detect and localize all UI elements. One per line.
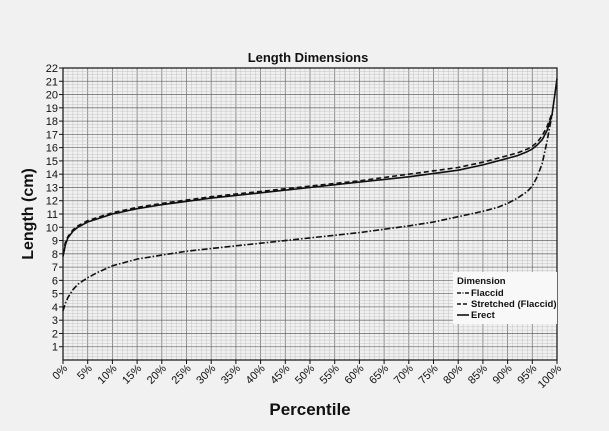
series-line-2	[62, 78, 558, 257]
legend-box	[453, 272, 557, 324]
legend-entry-label: Stretched (Flaccid)	[471, 299, 557, 310]
series-line-0	[62, 114, 553, 312]
legend-entry-label: Erect	[471, 310, 496, 321]
y-tick-label: 19	[46, 103, 58, 115]
y-tick-label: 6	[52, 275, 58, 287]
x-axis-label: Percentile	[269, 400, 350, 419]
chart-title: Length Dimensions	[248, 50, 369, 65]
y-tick-label: 10	[46, 222, 58, 234]
legend-title: Dimension	[457, 276, 506, 287]
series-lines	[62, 78, 558, 312]
y-tick-label: 5	[52, 289, 58, 301]
y-tick-label: 21	[46, 76, 58, 88]
y-tick-label: 20	[46, 90, 58, 102]
y-tick-label: 11	[47, 209, 58, 221]
y-tick-label: 17	[46, 129, 58, 141]
y-tick-label: 16	[46, 143, 58, 155]
y-tick-label: 7	[52, 262, 58, 274]
y-tick-label: 3	[52, 315, 58, 327]
y-tick-label: 9	[52, 236, 58, 248]
y-tick-label: 8	[52, 249, 58, 261]
y-tick-label: 15	[46, 156, 58, 168]
y-tick-label: 13	[46, 182, 58, 194]
y-tick-label: 12	[46, 196, 58, 208]
y-tick-label: 1	[52, 342, 58, 354]
y-tick-label: 14	[46, 169, 58, 181]
y-tick-label: 18	[46, 116, 58, 128]
series-line-1	[62, 112, 553, 254]
y-axis-label: Length (cm)	[20, 168, 37, 260]
y-tick-label: 4	[52, 302, 58, 314]
legend-entry-label: Flaccid	[471, 288, 504, 299]
y-tick-label: 22	[46, 63, 58, 75]
y-tick-label: 2	[52, 328, 58, 340]
